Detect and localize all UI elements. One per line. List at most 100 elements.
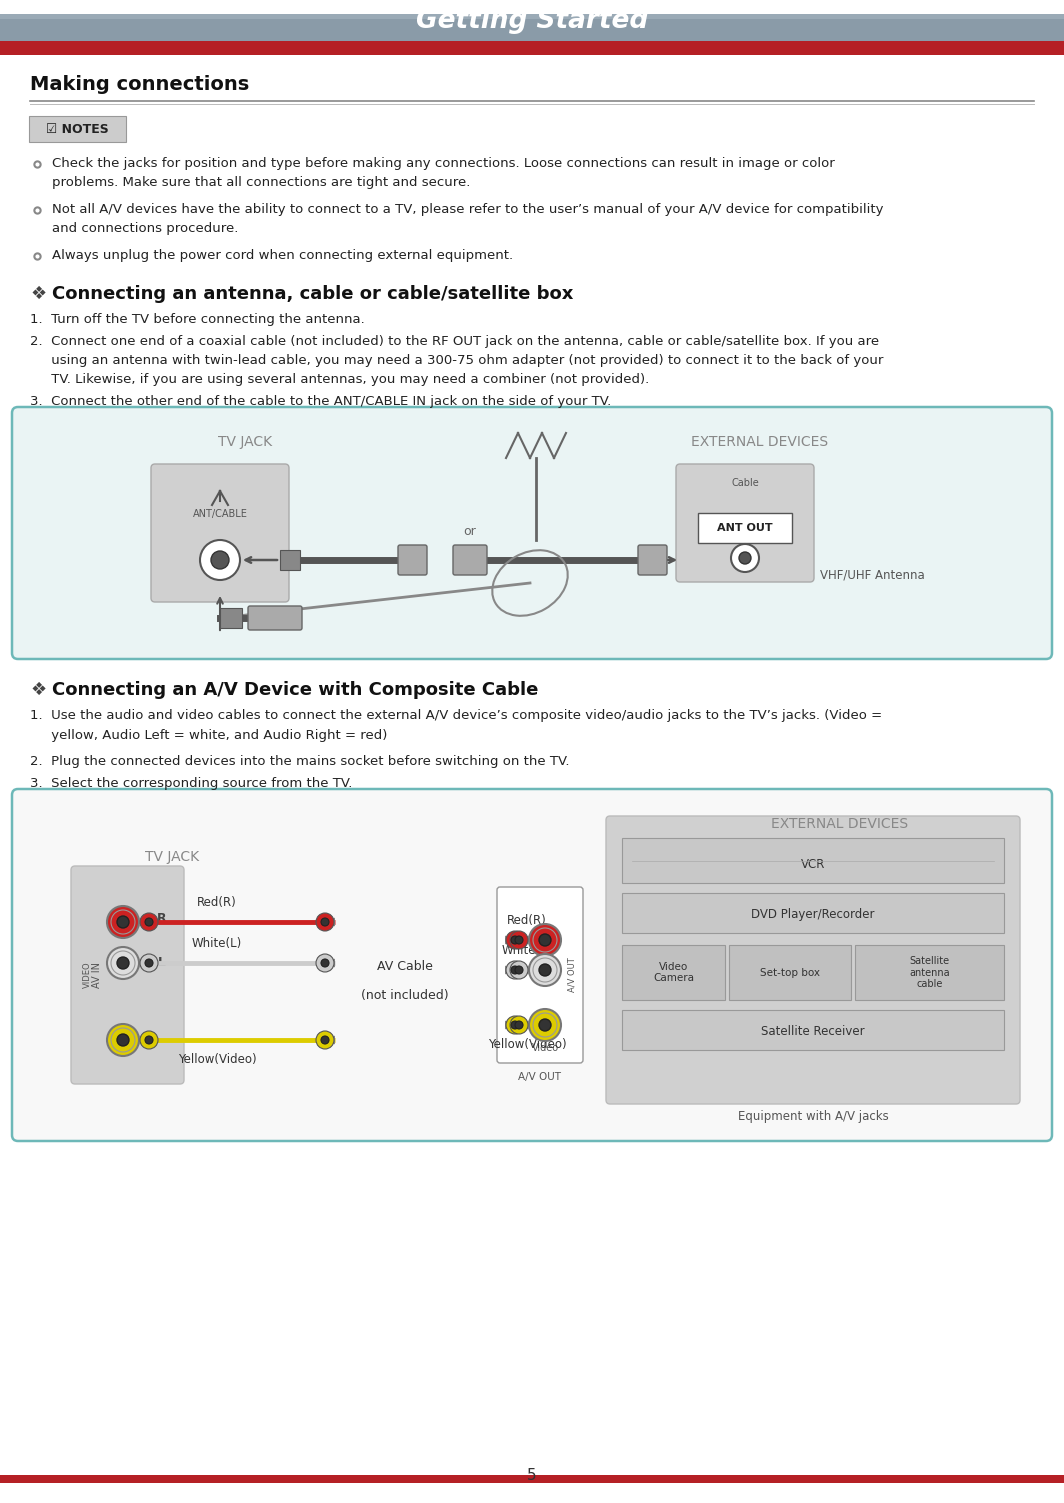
Text: 1.  Use the audio and video cables to connect the external A/V device’s composit: 1. Use the audio and video cables to con…: [30, 709, 882, 721]
Text: TV. Likewise, if you are using several antennas, you may need a combiner (not pr: TV. Likewise, if you are using several a…: [30, 373, 649, 386]
FancyBboxPatch shape: [12, 789, 1052, 1141]
Bar: [622, 893, 1004, 933]
Circle shape: [515, 966, 523, 974]
Text: Connecting an antenna, cable or cable/satellite box: Connecting an antenna, cable or cable/sa…: [52, 286, 573, 304]
FancyBboxPatch shape: [12, 407, 1052, 658]
Circle shape: [539, 963, 551, 975]
Text: A/V OUT: A/V OUT: [567, 957, 577, 992]
Bar: [698, 513, 792, 543]
Circle shape: [506, 930, 523, 948]
Text: Always unplug the power cord when connecting external equipment.: Always unplug the power cord when connec…: [52, 249, 513, 262]
Circle shape: [316, 912, 334, 930]
Circle shape: [510, 930, 528, 948]
Circle shape: [117, 915, 129, 927]
Circle shape: [506, 960, 523, 978]
Text: VCR: VCR: [801, 858, 826, 872]
Text: Video: Video: [531, 1043, 559, 1054]
Text: TV JACK: TV JACK: [218, 434, 272, 449]
Circle shape: [506, 1016, 523, 1034]
Circle shape: [107, 947, 139, 978]
FancyBboxPatch shape: [606, 816, 1020, 1105]
Circle shape: [211, 552, 229, 570]
Text: Yellow(Video): Yellow(Video): [487, 1039, 566, 1051]
Text: 3.  Select the corresponding source from the TV.: 3. Select the corresponding source from …: [30, 777, 352, 791]
Circle shape: [321, 959, 329, 966]
Bar: [729, 945, 851, 999]
Text: AV IN: AV IN: [92, 962, 102, 987]
Text: 2.  Connect one end of a coaxial cable (not included) to the RF OUT jack on the : 2. Connect one end of a coaxial cable (n…: [30, 335, 879, 349]
FancyBboxPatch shape: [453, 546, 487, 576]
Bar: [622, 945, 725, 999]
Circle shape: [539, 933, 551, 945]
Circle shape: [145, 1036, 153, 1045]
Circle shape: [529, 954, 561, 986]
Bar: [280, 550, 300, 570]
Bar: [0, 14, 1064, 56]
Circle shape: [529, 1009, 561, 1042]
Text: AV Cable: AV Cable: [377, 960, 433, 972]
Circle shape: [511, 936, 519, 944]
Text: L: L: [157, 956, 166, 969]
Text: Satellite Receiver: Satellite Receiver: [761, 1025, 865, 1039]
Text: 1.  Turn off the TV before connecting the antenna.: 1. Turn off the TV before connecting the…: [30, 313, 365, 326]
Bar: [622, 839, 1004, 882]
Circle shape: [107, 1024, 139, 1057]
Circle shape: [515, 936, 523, 944]
Text: TV JACK: TV JACK: [145, 851, 199, 864]
Circle shape: [145, 959, 153, 966]
Circle shape: [510, 960, 528, 978]
Bar: [855, 945, 1004, 999]
Text: White(L): White(L): [192, 936, 243, 950]
Circle shape: [107, 906, 139, 938]
Text: Yellow(Video): Yellow(Video): [178, 1054, 256, 1066]
Text: Connecting an A/V Device with Composite Cable: Connecting an A/V Device with Composite …: [52, 681, 538, 699]
Text: Making connections: Making connections: [30, 75, 249, 95]
Text: VIDEO: VIDEO: [83, 962, 92, 989]
Text: Check the jacks for position and type before making any connections. Loose conne: Check the jacks for position and type be…: [52, 156, 835, 170]
Text: (not included): (not included): [361, 989, 449, 1003]
Circle shape: [515, 1021, 523, 1030]
Text: VHF/UHF Antenna: VHF/UHF Antenna: [820, 568, 925, 582]
Text: Getting Started: Getting Started: [416, 8, 648, 33]
Text: R: R: [515, 933, 525, 947]
Circle shape: [200, 540, 240, 580]
Bar: [0, 14, 1064, 20]
Text: White(L): White(L): [502, 944, 552, 957]
Text: Not all A/V devices have the ability to connect to a TV, please refer to the use: Not all A/V devices have the ability to …: [52, 203, 883, 216]
Text: problems. Make sure that all connections are tight and secure.: problems. Make sure that all connections…: [52, 176, 470, 189]
Text: Cable: Cable: [731, 478, 759, 488]
Circle shape: [117, 957, 129, 969]
Circle shape: [510, 1016, 528, 1034]
Text: 5: 5: [527, 1467, 537, 1482]
Text: Equipment with A/V jacks: Equipment with A/V jacks: [737, 1111, 888, 1123]
Text: or: or: [464, 525, 477, 538]
Text: yellow, Audio Left = white, and Audio Right = red): yellow, Audio Left = white, and Audio Ri…: [30, 729, 387, 742]
Text: Red(R): Red(R): [197, 896, 237, 909]
Text: A/V OUT: A/V OUT: [518, 1072, 562, 1082]
Circle shape: [539, 1019, 551, 1031]
Text: L: L: [516, 963, 523, 977]
Circle shape: [140, 954, 157, 972]
Circle shape: [316, 954, 334, 972]
FancyBboxPatch shape: [71, 866, 184, 1084]
Bar: [0, 1474, 1064, 1483]
Circle shape: [529, 924, 561, 956]
Text: ☑ NOTES: ☑ NOTES: [46, 123, 109, 135]
Text: Video
Camera: Video Camera: [653, 962, 694, 983]
Text: R: R: [157, 911, 167, 924]
Bar: [0, 41, 1064, 56]
FancyBboxPatch shape: [676, 464, 814, 582]
Text: 3.  Connect the other end of the cable to the ANT/CABLE IN jack on the side of y: 3. Connect the other end of the cable to…: [30, 395, 611, 407]
Circle shape: [145, 918, 153, 926]
Text: using an antenna with twin-lead cable, you may need a 300-75 ohm adapter (not pr: using an antenna with twin-lead cable, y…: [30, 355, 883, 367]
FancyBboxPatch shape: [151, 464, 289, 603]
Circle shape: [117, 1034, 129, 1046]
FancyBboxPatch shape: [29, 116, 126, 141]
Text: Red(R): Red(R): [508, 914, 547, 927]
Circle shape: [140, 1031, 157, 1049]
Text: ANT OUT: ANT OUT: [717, 523, 772, 534]
Text: and connections procedure.: and connections procedure.: [52, 222, 238, 234]
Circle shape: [140, 912, 157, 930]
Bar: [622, 1010, 1004, 1051]
Circle shape: [321, 918, 329, 926]
